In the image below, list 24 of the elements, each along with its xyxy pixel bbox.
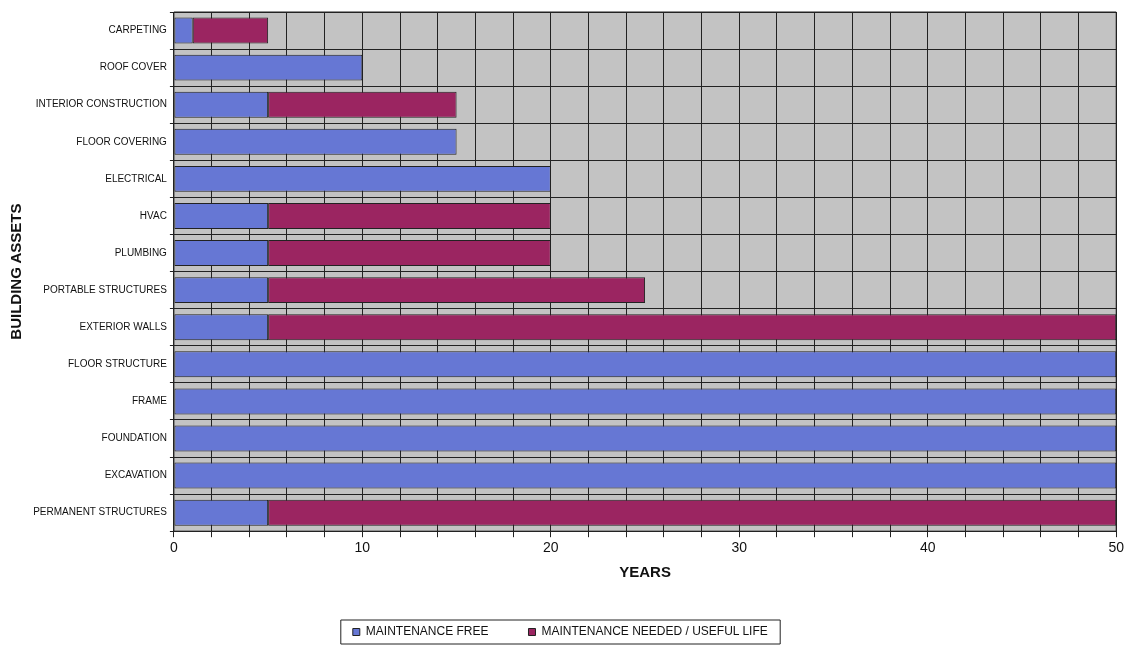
legend-label: MAINTENANCE FREE (365, 624, 489, 639)
y-tick-label: PORTABLE STRUCTURES (43, 283, 168, 295)
legend-label: MAINTENANCE NEEDED / USEFUL LIFE (541, 624, 768, 639)
x-tick-label: 20 (543, 539, 559, 556)
y-tick-label: INTERIOR CONSTRUCTION (35, 98, 167, 110)
y-tick-label: ROOF COVER (99, 61, 167, 73)
y-tick-label: FOUNDATION (101, 432, 167, 444)
x-tick-label: 30 (731, 539, 748, 556)
x-tick-label: 40 (919, 539, 936, 556)
x-tick-label: 10 (354, 539, 371, 556)
y-tick-label: EXCAVATION (104, 469, 167, 481)
x-tick-label: 50 (1108, 539, 1125, 556)
y-axis-title: BUILDING ASSETS (7, 203, 25, 340)
x-tick-label: 0 (170, 539, 178, 556)
y-tick-label: CARPETING (108, 24, 168, 36)
y-tick-label: ELECTRICAL (105, 172, 168, 184)
y-tick-label: HVAC (139, 209, 167, 221)
y-tick-label: FRAME (131, 395, 168, 407)
x-axis-title: YEARS (619, 563, 671, 581)
y-tick-label: FLOOR STRUCTURE (67, 358, 168, 370)
y-tick-label: PLUMBING (114, 246, 168, 258)
y-tick-label: EXTERIOR WALLS (79, 320, 168, 332)
y-tick-label: PERMANENT STRUCTURES (33, 506, 168, 518)
y-tick-label: FLOOR COVERING (76, 135, 168, 147)
